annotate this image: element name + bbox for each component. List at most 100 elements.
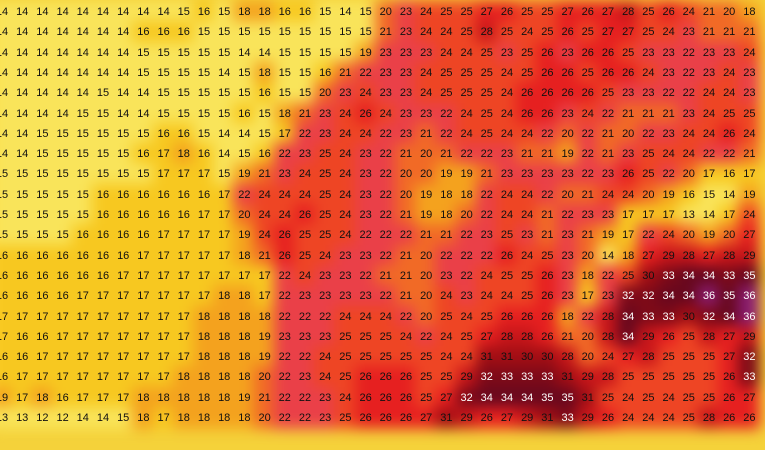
color-cell — [253, 1, 276, 23]
color-cell — [617, 264, 640, 287]
temperature-value: 23 — [743, 66, 756, 79]
color-cell — [374, 305, 397, 328]
color-cell — [677, 183, 700, 206]
color-cell — [698, 163, 720, 186]
color-cell — [314, 143, 337, 166]
color-cell — [475, 325, 498, 348]
color-cell — [0, 41, 13, 64]
color-cell — [132, 102, 155, 125]
color-cell — [395, 21, 417, 44]
color-cell — [617, 183, 640, 206]
color-cell — [395, 305, 417, 328]
color-cell — [738, 244, 761, 267]
color-cell — [213, 264, 236, 287]
color-cell — [334, 1, 357, 23]
color-cell — [213, 82, 236, 105]
color-cell — [132, 41, 155, 64]
color-cell — [738, 21, 761, 44]
color-cell — [496, 21, 518, 44]
color-cell — [31, 204, 54, 226]
color-cell — [698, 325, 720, 348]
color-cell — [172, 82, 195, 105]
color-cell — [31, 244, 54, 267]
color-cell — [738, 82, 761, 105]
color-cell — [0, 143, 13, 166]
color-cell — [11, 244, 34, 267]
color-cell — [455, 264, 478, 287]
color-cell — [637, 163, 660, 186]
color-cell — [213, 41, 236, 64]
temperature-value: 35 — [743, 269, 756, 282]
color-cell — [213, 305, 236, 328]
color-cell — [536, 21, 559, 44]
color-cell — [536, 1, 559, 23]
color-cell — [496, 102, 518, 125]
color-cell — [536, 163, 559, 186]
color-cell — [0, 163, 13, 186]
color-cell — [657, 204, 680, 226]
color-cell — [233, 41, 256, 64]
color-cell — [637, 285, 660, 308]
color-cell — [637, 346, 660, 369]
color-cell — [617, 163, 640, 186]
color-cell — [71, 244, 94, 267]
color-cell — [0, 1, 13, 23]
color-cell — [152, 366, 175, 389]
color-cell — [415, 61, 438, 84]
color-cell — [617, 21, 640, 44]
color-cell — [213, 285, 236, 308]
color-cell — [314, 204, 337, 226]
color-cell — [213, 366, 236, 389]
color-cell — [374, 122, 397, 145]
color-cell — [253, 325, 276, 348]
color-cell — [354, 366, 377, 389]
color-cell — [698, 224, 720, 247]
color-cell — [677, 346, 700, 369]
color-cell — [152, 21, 175, 44]
color-cell — [334, 346, 357, 369]
color-cell — [718, 82, 741, 105]
color-cell — [536, 325, 559, 348]
color-cell — [112, 163, 135, 186]
color-cell — [294, 61, 316, 84]
color-cell — [334, 224, 357, 247]
color-cell — [718, 346, 741, 369]
color-cell — [172, 264, 195, 287]
color-cell — [516, 285, 539, 308]
color-cell — [233, 61, 256, 84]
color-cell — [738, 102, 761, 125]
color-cell — [152, 143, 175, 166]
color-cell — [31, 264, 54, 287]
color-cell — [11, 41, 34, 64]
color-cell — [475, 244, 498, 267]
color-cell — [637, 183, 660, 206]
color-cell — [374, 204, 397, 226]
color-cell — [92, 61, 114, 84]
color-cell — [496, 1, 518, 23]
color-cell — [657, 21, 680, 44]
color-cell — [172, 61, 195, 84]
color-cell — [294, 285, 316, 308]
color-cell — [11, 204, 34, 226]
color-cell — [273, 1, 296, 23]
color-cell — [51, 305, 74, 328]
color-cell — [314, 264, 337, 287]
color-cell — [597, 122, 619, 145]
color-cell — [374, 244, 397, 267]
color-cell — [334, 41, 357, 64]
color-cell — [455, 163, 478, 186]
color-cell — [213, 143, 236, 166]
color-cell — [496, 264, 518, 287]
color-cell — [354, 21, 377, 44]
color-cell — [536, 122, 559, 145]
color-cell — [233, 264, 256, 287]
color-cell — [193, 204, 215, 226]
color-cell — [657, 41, 680, 64]
color-cell — [536, 224, 559, 247]
color-cell — [556, 41, 579, 64]
color-cell — [334, 204, 357, 226]
color-cell — [51, 264, 74, 287]
color-cell — [294, 346, 316, 369]
color-cell — [698, 244, 720, 267]
color-cell — [698, 82, 720, 105]
